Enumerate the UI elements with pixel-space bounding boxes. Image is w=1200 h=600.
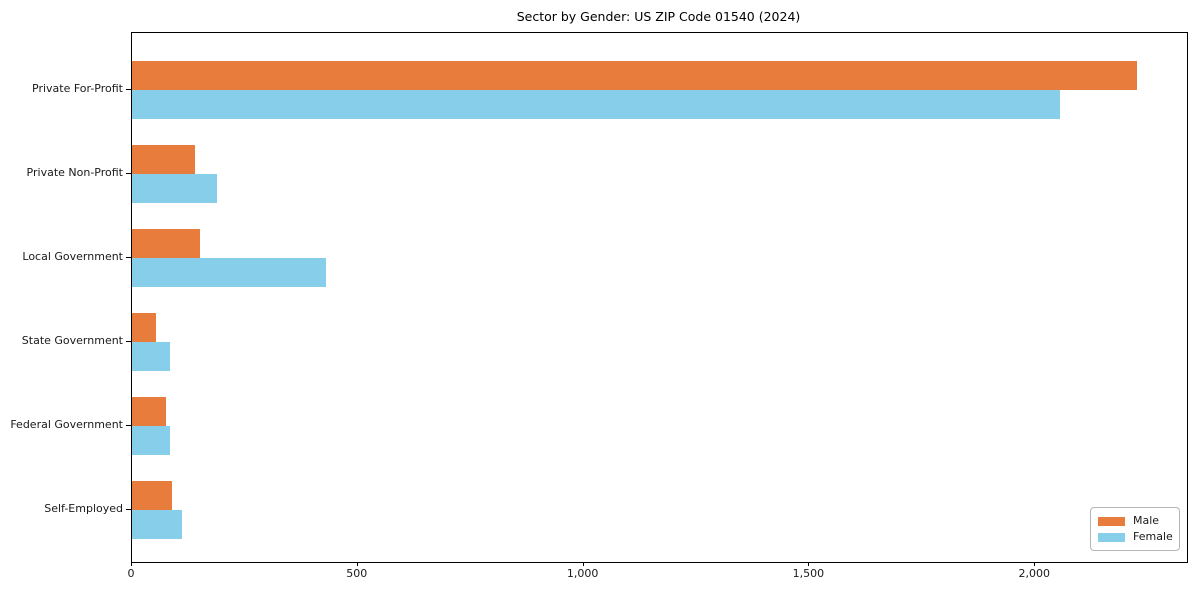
y-tick-label: Private For-Profit: [32, 81, 123, 95]
bar-male: [132, 144, 196, 174]
bar-female: [132, 509, 183, 539]
y-tick: [126, 172, 131, 174]
y-tick-label: Federal Government: [10, 417, 123, 431]
legend: Male Female: [1090, 507, 1180, 551]
x-tick: [356, 562, 358, 566]
x-tick-label: 500: [346, 567, 368, 580]
plot-area: [131, 32, 1188, 563]
x-tick-label: 0: [127, 567, 135, 580]
bar-female: [132, 341, 170, 371]
x-tick: [582, 562, 584, 566]
legend-swatch-male: [1098, 516, 1125, 526]
y-tick: [126, 424, 131, 426]
bar-male: [132, 312, 156, 342]
y-tick: [126, 256, 131, 258]
y-tick-label: State Government: [21, 333, 123, 347]
y-tick: [126, 340, 131, 342]
bar-male: [132, 480, 172, 510]
bar-female: [132, 425, 170, 455]
legend-item-male: Male: [1098, 513, 1179, 529]
x-tick: [808, 562, 810, 566]
y-tick-label: Local Government: [22, 249, 123, 263]
legend-swatch-female: [1098, 532, 1125, 542]
x-tick-label: 1,000: [566, 567, 599, 580]
bar-female: [132, 89, 1061, 119]
legend-label-male: Male: [1133, 514, 1160, 527]
legend-label-female: Female: [1133, 530, 1173, 543]
bar-male: [132, 60, 1137, 90]
x-tick: [131, 562, 132, 566]
chart-title: Sector by Gender: US ZIP Code 01540 (202…: [516, 9, 801, 24]
y-tick: [126, 88, 131, 90]
y-tick-label: Self-Employed: [44, 501, 123, 515]
bar-male: [132, 396, 166, 426]
y-tick: [126, 508, 131, 510]
x-tick: [1034, 562, 1036, 566]
x-tick-label: 2,000: [1018, 567, 1051, 580]
legend-item-female: Female: [1098, 529, 1179, 545]
bar-male: [132, 228, 201, 258]
bar-female: [132, 257, 327, 287]
x-tick-label: 1,500: [792, 567, 825, 580]
bar-female: [132, 173, 218, 203]
y-tick-label: Private Non-Profit: [26, 165, 123, 179]
